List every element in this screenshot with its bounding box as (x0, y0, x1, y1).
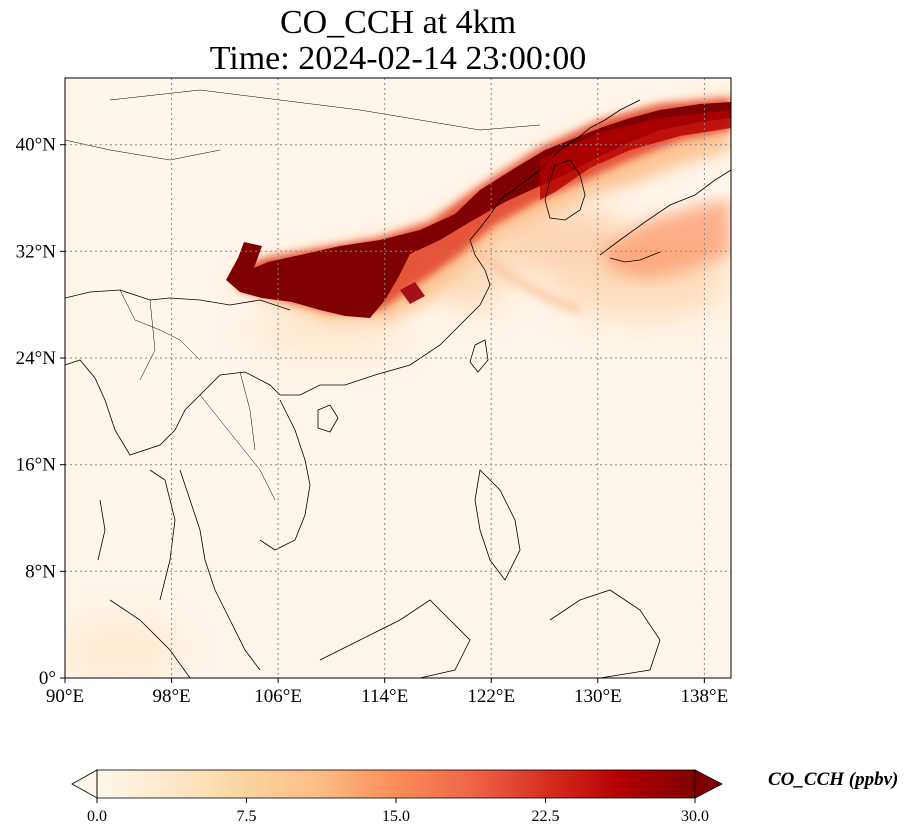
co-plume-east (600, 200, 731, 280)
colorbar-extend-max (694, 769, 723, 799)
x-tick-label: 130°E (574, 686, 622, 707)
y-tick-label: 32°N (16, 241, 57, 262)
x-tick-label: 98°E (152, 686, 190, 707)
colorbar-extend-min (71, 769, 98, 799)
colorbar-ticks: 0.0 7.5 15.0 22.5 30.0 (87, 798, 709, 825)
chart-subtitle: Time: 2024-02-14 23:00:00 (209, 40, 587, 77)
co-plume-core (226, 102, 731, 318)
colorbar-tick-label: 0.0 (87, 808, 107, 825)
gridlines (65, 78, 731, 678)
x-tick-label: 114°E (361, 686, 408, 707)
colorbar: 0.0 7.5 15.0 22.5 30.0 (71, 769, 723, 825)
country-borders (65, 89, 541, 501)
y-tick-label: 40°N (16, 135, 57, 156)
colorbar-gradient (97, 770, 695, 798)
chart-title: CO_CCH at 4km (279, 4, 517, 41)
x-tick-label: 90°E (46, 686, 84, 707)
x-axis-ticks: 90°E 98°E 106°E 114°E 122°E 130°E 138°E (46, 678, 728, 707)
axes-frame (64, 77, 732, 679)
x-tick-label: 138°E (681, 686, 729, 707)
y-tick-label: 0° (39, 668, 56, 689)
y-tick-label: 24°N (16, 348, 57, 369)
colorbar-tick-label: 7.5 (237, 808, 257, 825)
y-axis-ticks: 0° 8°N 16°N 24°N 32°N 40°N (16, 135, 65, 689)
y-tick-label: 8°N (25, 561, 56, 582)
colorbar-tick-label: 15.0 (382, 808, 410, 825)
x-tick-label: 122°E (467, 686, 515, 707)
colorbar-label: CO_CCH (ppbv) (768, 769, 899, 790)
co-plume-arc (466, 241, 582, 315)
x-tick-label: 106°E (254, 686, 302, 707)
co-plume-core-edge (540, 110, 731, 200)
colorbar-tick-label: 22.5 (532, 808, 560, 825)
colorbar-tick-label: 30.0 (681, 808, 709, 825)
co-plume-core-blob (400, 282, 425, 304)
y-tick-label: 16°N (16, 455, 57, 476)
map-area (65, 78, 731, 678)
